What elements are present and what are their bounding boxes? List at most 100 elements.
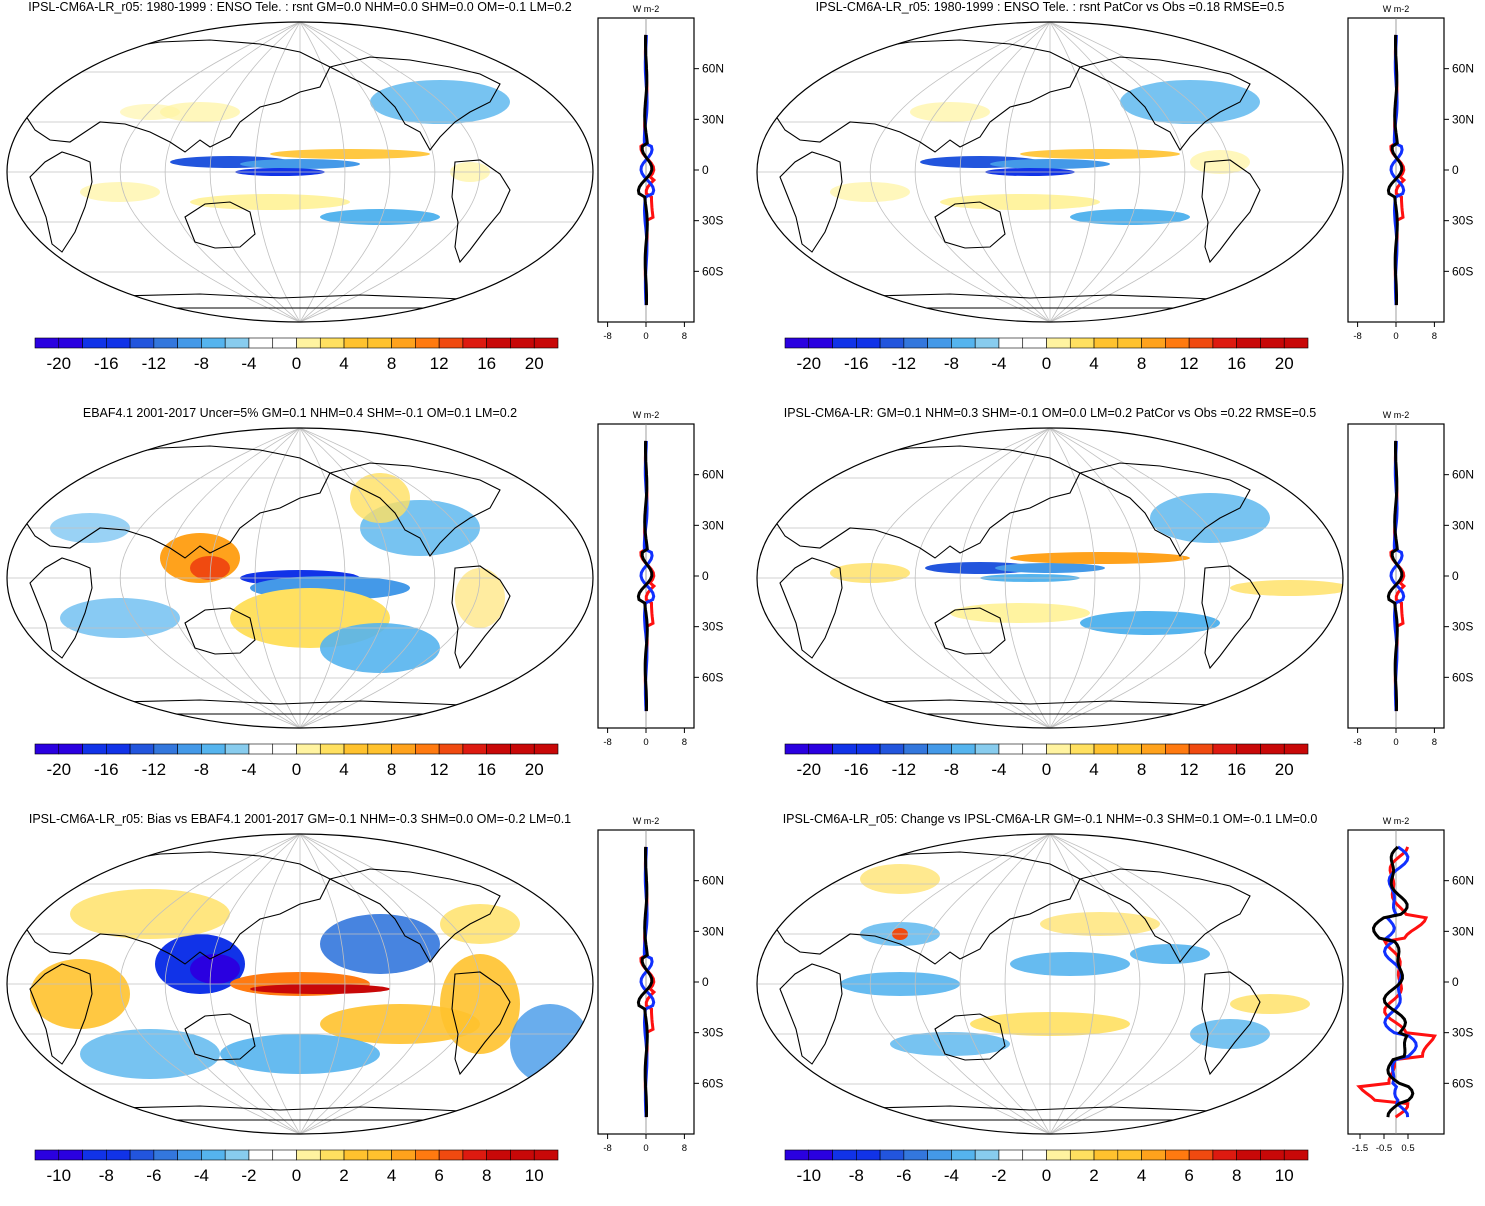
colorbar-label: -2: [241, 1166, 256, 1185]
colorbar-label: 0: [1042, 354, 1051, 373]
colorbar-label: -12: [142, 760, 167, 779]
zonal-unit-label: W m-2: [1383, 4, 1410, 14]
colorbar-box: [1093, 1149, 1119, 1161]
graticule-lon: [1049, 22, 1141, 322]
lat-tick-label: 0: [1452, 975, 1459, 989]
world-map: [756, 833, 1344, 1135]
colorbar-box: [272, 743, 297, 755]
graticule-lon: [870, 834, 1051, 1134]
lat-tick-label: 60S: [1452, 1076, 1473, 1090]
lat-tick-label: 0: [1452, 569, 1459, 583]
zonal-x-tick-label: 0.5: [1401, 1143, 1414, 1152]
coastline: [779, 963, 843, 1065]
colorbar-label: 0: [292, 1166, 301, 1185]
colorbar: -20 -16 -12 -8 -4 0 4 8 12 16 20: [34, 743, 559, 779]
colorbar-box: [927, 743, 952, 755]
coastline: [328, 56, 501, 151]
colorbar-label: 8: [1137, 760, 1146, 779]
graticule-lon: [1049, 22, 1185, 322]
zonal-x-tick-label: 8: [682, 737, 687, 746]
colorbar-box: [319, 1149, 345, 1161]
colorbar-box: [903, 743, 928, 755]
panel-title: IPSL-CM6A-LR_r05: Change vs IPSL-CM6A-LR…: [782, 812, 1318, 826]
panel-title: IPSL-CM6A-LR_r05: 1980-1999 : ENSO Tele.…: [28, 0, 572, 14]
colorbar-label: 2: [339, 1166, 348, 1185]
zonal-mean-plot: W m-2 60N 30N 0 30S 60S -8 0 8: [597, 410, 724, 746]
colorbar-box: [248, 337, 274, 349]
zonal-line-black: [1371, 845, 1415, 1118]
coastline: [184, 1013, 256, 1061]
zonal-x-tick-label: 0: [643, 1143, 648, 1152]
coastline: [1201, 971, 1261, 1076]
colorbar-label: 16: [1227, 760, 1246, 779]
colorbar-box: [784, 337, 810, 349]
colorbar-box: [1188, 743, 1214, 755]
anomaly-blob: [60, 598, 180, 638]
map-border: [6, 21, 594, 323]
anomaly-blob: [190, 556, 230, 580]
anomaly-blob: [270, 149, 430, 159]
colorbar-box: [462, 1149, 487, 1161]
zonal-line-black: [636, 440, 654, 712]
graticule-lon: [299, 834, 480, 1134]
colorbar-box: [832, 1149, 857, 1161]
colorbar-box: [106, 1149, 131, 1161]
colorbar-box: [1283, 337, 1309, 349]
colorbar-box: [1236, 1149, 1261, 1161]
colorbar-box: [177, 743, 202, 755]
colorbar-label: -8: [194, 354, 209, 373]
colorbar-box: [224, 743, 250, 755]
zonal-x-tick-label: 0: [1393, 331, 1398, 340]
anomaly-blob: [1010, 552, 1190, 564]
zonal-unit-label: W m-2: [1383, 816, 1410, 826]
colorbar-label: -16: [94, 760, 119, 779]
colorbar-label: -4: [241, 354, 256, 373]
zonal-x-tick-label: 0: [643, 331, 648, 340]
coastline: [19, 851, 331, 965]
colorbar-box: [856, 337, 881, 349]
lat-tick-label: 60N: [702, 62, 724, 76]
anomaly-blob: [1070, 209, 1190, 225]
colorbar-box: [129, 1149, 155, 1161]
zonal-unit-label: W m-2: [1383, 410, 1410, 420]
colorbar-box: [1260, 743, 1285, 755]
panel-p3: EBAF4.1 2001-2017 Uncer=5% GM=0.1 NHM=0.…: [0, 406, 742, 800]
lat-tick-label: 60S: [1452, 264, 1473, 278]
colorbar-label: -4: [194, 1166, 209, 1185]
anomaly-blob: [860, 864, 940, 894]
graticule-lon: [209, 834, 301, 1134]
anomaly-blob: [160, 102, 240, 122]
colorbar-box: [808, 337, 833, 349]
colorbar-label: 12: [430, 760, 449, 779]
coastline: [1078, 56, 1251, 151]
zonal-x-tick-label: -8: [603, 1143, 611, 1152]
lat-tick-label: 60N: [1452, 62, 1474, 76]
map-border: [6, 427, 594, 729]
map-border: [6, 833, 594, 1135]
colorbar: -10 -8 -6 -4 -2 0 2 4 6 8 10: [784, 1149, 1309, 1185]
coastline: [19, 39, 331, 153]
graticule-lon: [254, 834, 301, 1134]
coastline: [769, 39, 1081, 153]
colorbar-label: -10: [46, 1166, 71, 1185]
colorbar-box: [34, 743, 60, 755]
colorbar-label: 8: [387, 760, 396, 779]
colorbar-label: 16: [477, 354, 496, 373]
graticule-lon: [299, 22, 346, 322]
panel-p5: IPSL-CM6A-LR_r05: Bias vs EBAF4.1 2001-2…: [0, 812, 742, 1206]
anomaly-blob: [70, 889, 230, 939]
anomaly-blob: [1040, 912, 1160, 936]
colorbar-box: [879, 337, 905, 349]
colorbar-label: -16: [844, 760, 869, 779]
colorbar-box: [486, 743, 511, 755]
colorbar-box: [177, 1149, 202, 1161]
colorbar-box: [34, 1149, 60, 1161]
colorbar-label: 20: [1275, 354, 1294, 373]
graticule-lon: [254, 428, 301, 728]
colorbar-label: 16: [477, 760, 496, 779]
anomaly-blob: [830, 182, 910, 202]
lat-tick-label: 30N: [702, 924, 724, 938]
coastline: [451, 971, 511, 1076]
colorbar-box: [951, 337, 976, 349]
colorbar-box: [1212, 743, 1237, 755]
